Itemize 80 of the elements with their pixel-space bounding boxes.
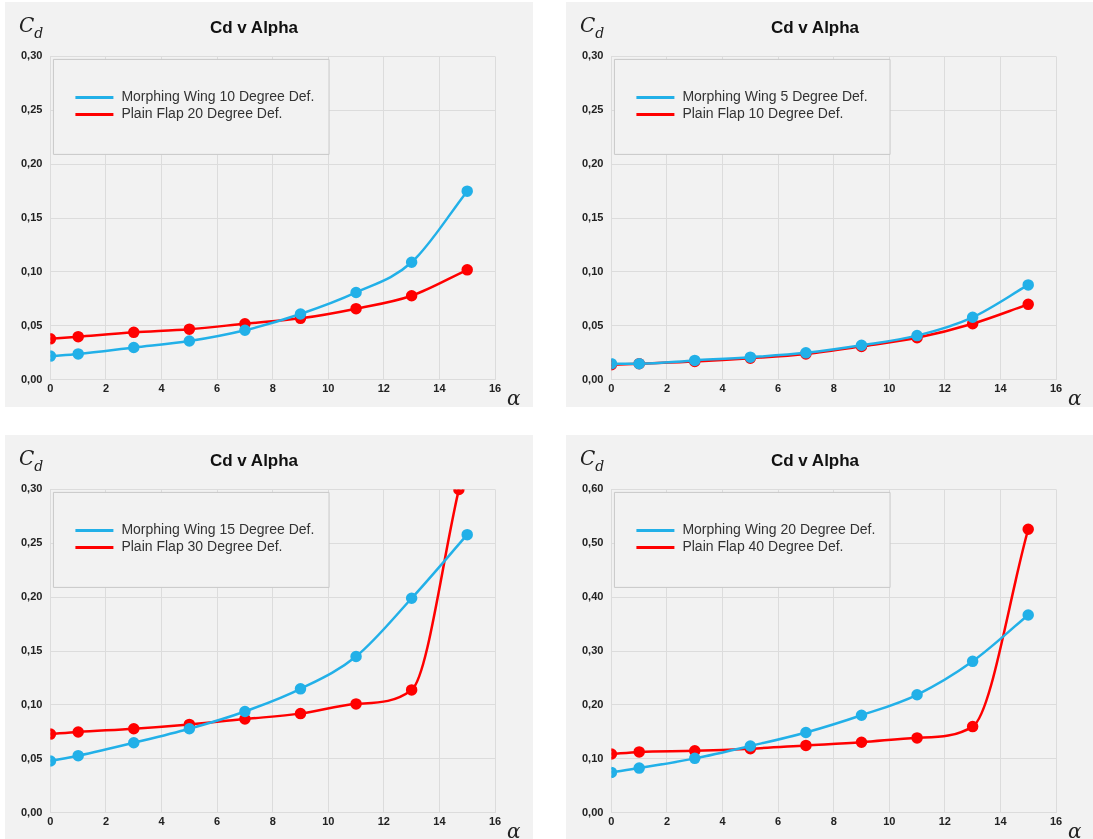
x-tick-label: 4 [158,382,166,395]
chart-title: Cd v Alpha [770,17,860,37]
x-tick-label: 16 [488,382,502,395]
y-tick-label: 0,30 [581,644,604,657]
x-tick-label: 2 [663,815,671,828]
y-tick-label: 0,00 [581,372,604,385]
x-tick-label: 10 [322,815,335,828]
legend-label: Plain Flap 30 Degree Def. [121,538,283,555]
y-tick-label: 0,25 [20,103,43,116]
legend-label: Plain Flap 10 Degree Def. [682,105,844,122]
x-tick-label: 0 [608,382,615,395]
chart-title: Cd v Alpha [770,450,860,470]
chart-title: Cd v Alpha [209,17,299,37]
y-tick-label: 0,30 [581,49,604,62]
legend-label: Morphing Wing 5 Degree Def. [682,88,868,105]
x-tick-label: 16 [488,815,502,828]
x-tick-label: 2 [663,382,671,395]
x-tick-label: 8 [830,815,837,828]
y-tick-label: 0,20 [581,157,604,170]
x-tick-label: 6 [214,382,221,395]
y-tick-label: 0,00 [20,372,43,385]
x-tick-label: 12 [377,382,390,395]
x-tick-label: 2 [102,382,110,395]
x-tick-label: 4 [719,382,727,395]
x-tick-label: 8 [269,815,276,828]
y-tick-label: 0,25 [581,103,604,116]
y-tick-label: 0,20 [581,698,604,711]
x-tick-label: 14 [433,815,447,828]
x-tick-label: 6 [214,815,221,828]
x-tick-label: 12 [938,815,951,828]
x-axis-title: α [1068,385,1082,410]
y-tick-label: 0,15 [20,644,43,657]
y-tick-label: 0,60 [581,482,604,495]
y-tick-label: 0,40 [581,590,604,603]
x-tick-label: 16 [1049,815,1063,828]
x-tick-label: 0 [47,382,54,395]
y-tick-label: 0,00 [20,805,43,818]
legend-label: Plain Flap 40 Degree Def. [682,538,844,555]
x-tick-label: 14 [994,815,1008,828]
y-tick-label: 0,50 [581,536,604,549]
y-tick-label: 0,05 [581,318,604,331]
legend-label: Morphing Wing 10 Degree Def. [121,88,315,105]
y-tick-label: 0,10 [20,698,43,711]
x-tick-label: 8 [269,382,276,395]
y-tick-label: 0,10 [581,751,604,764]
legend-label: Morphing Wing 20 Degree Def. [682,521,876,538]
y-tick-label: 0,15 [20,211,43,224]
legend-label: Morphing Wing 15 Degree Def. [121,521,315,538]
x-axis-title: α [507,385,521,410]
x-tick-label: 10 [322,382,335,395]
legend-label: Plain Flap 20 Degree Def. [121,105,283,122]
x-tick-label: 10 [883,382,896,395]
y-tick-label: 0,20 [20,157,43,170]
x-tick-label: 0 [608,815,615,828]
x-tick-label: 0 [47,815,54,828]
y-tick-label: 0,05 [20,751,43,764]
x-tick-label: 16 [1049,382,1063,395]
x-axis-title: α [1068,818,1082,839]
x-tick-label: 6 [775,382,782,395]
y-tick-label: 0,00 [581,805,604,818]
y-tick-label: 0,20 [20,590,43,603]
x-tick-label: 6 [775,815,782,828]
x-tick-label: 14 [433,382,447,395]
chart-title: Cd v Alpha [209,450,299,470]
x-tick-label: 12 [377,815,390,828]
x-tick-label: 12 [938,382,951,395]
x-tick-label: 4 [719,815,727,828]
y-tick-label: 0,05 [20,318,43,331]
x-tick-label: 8 [830,382,837,395]
x-tick-label: 10 [883,815,896,828]
y-tick-label: 0,30 [20,49,43,62]
x-tick-label: 2 [102,815,110,828]
x-axis-title: α [507,818,521,839]
y-tick-label: 0,10 [20,265,43,278]
y-tick-label: 0,10 [581,265,604,278]
y-tick-label: 0,30 [20,482,43,495]
x-tick-label: 4 [158,815,166,828]
y-tick-label: 0,15 [581,211,604,224]
x-tick-label: 14 [994,382,1008,395]
y-tick-label: 0,25 [20,536,43,549]
